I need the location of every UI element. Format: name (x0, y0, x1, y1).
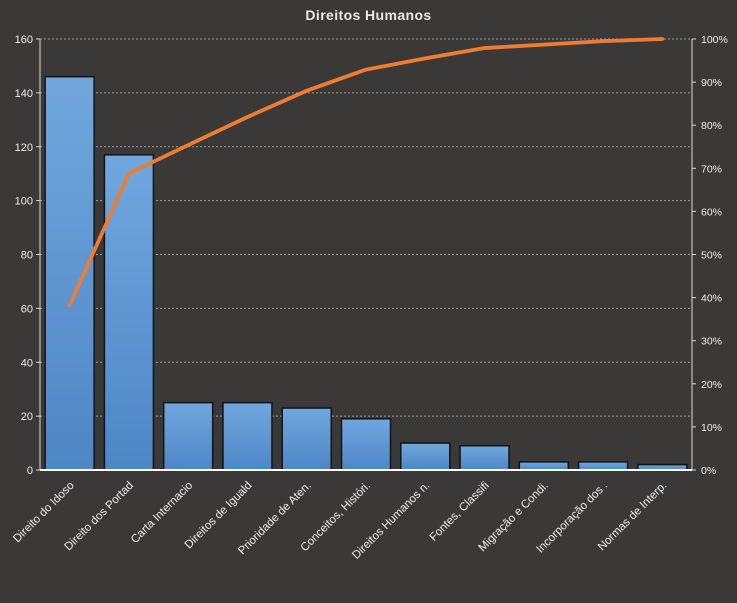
y-axis-left-label: 60 (21, 303, 33, 315)
bar (44, 75, 95, 471)
bar (400, 442, 451, 471)
cumulative-line (67, 37, 665, 308)
y-axis-left-label: 40 (21, 357, 33, 369)
y-axis-left-label: 140 (15, 88, 33, 100)
y-axis-left-label: 120 (15, 142, 33, 154)
y-axis-left-label: 20 (21, 411, 33, 423)
y-axis-right-label: 70% (701, 163, 722, 175)
y-axis-right-label: 40% (701, 293, 722, 305)
y-axis-right-label: 50% (701, 250, 722, 262)
x-axis-label: Carta Internacio (129, 480, 195, 546)
y-axis-right-label: 100% (701, 34, 728, 46)
y-axis-right-label: 60% (701, 206, 722, 218)
x-axis-label: Direito do Idoso (11, 480, 76, 545)
y-axis-right-label: 90% (701, 77, 722, 89)
y-axis-right-label: 80% (701, 120, 722, 132)
y-axis-left-label: 160 (15, 34, 33, 46)
y-axis-left-label: 80 (21, 250, 33, 262)
bar (222, 401, 273, 471)
bar (340, 418, 392, 471)
y-axis-left-label: 0 (27, 465, 33, 477)
x-axis-label: Fontes, Classifi (428, 480, 492, 544)
y-axis-left-label: 100 (15, 196, 33, 208)
bar (577, 461, 629, 471)
y-axis-right-label: 30% (701, 336, 722, 348)
y-axis-right-label: 20% (701, 379, 722, 391)
bar (518, 461, 570, 471)
bar (281, 407, 332, 471)
bar (162, 401, 214, 471)
chart-title: Direitos Humanos (305, 7, 432, 23)
y-axis-right-label: 0% (701, 465, 716, 477)
bar (103, 154, 155, 471)
y-axis-right-label: 10% (701, 422, 722, 434)
bar (459, 445, 510, 471)
